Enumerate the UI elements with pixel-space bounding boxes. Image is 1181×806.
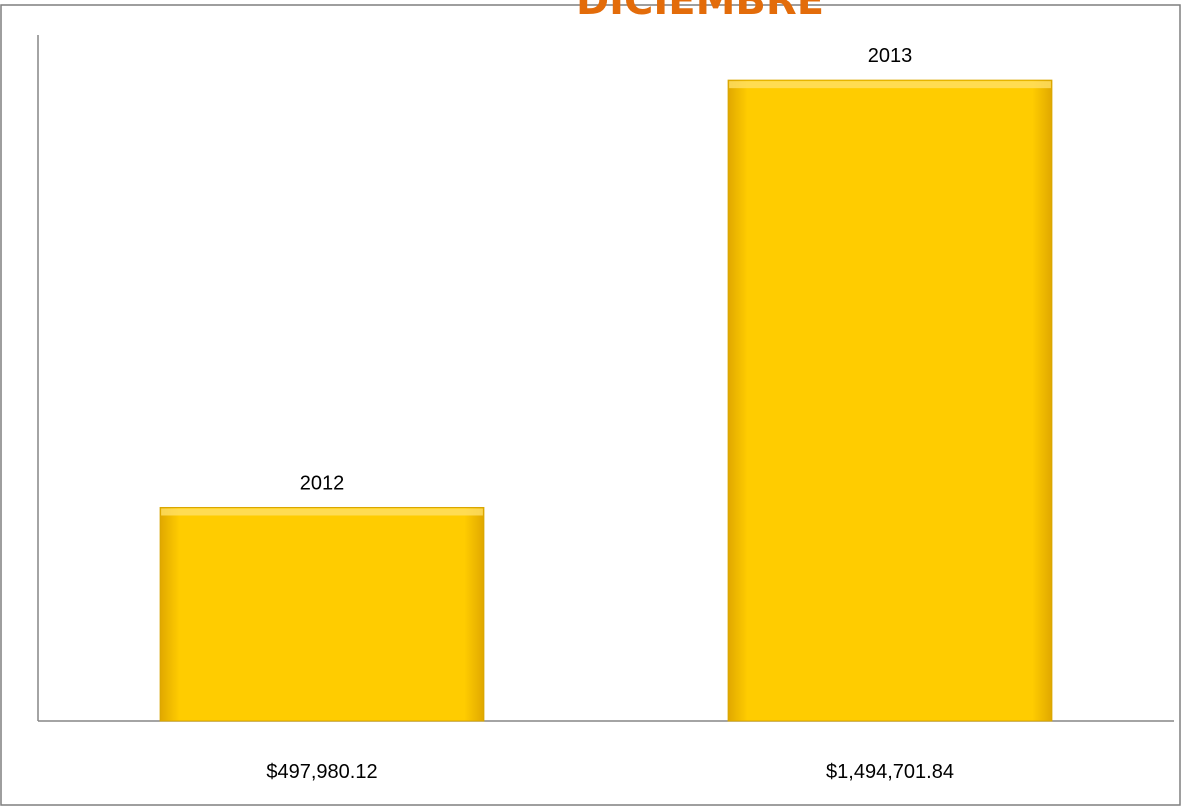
x-tick-label: $497,980.12: [266, 761, 377, 783]
bar-bevel: [729, 81, 1051, 89]
bar-2013: [727, 79, 1053, 722]
x-tick-label: $1,494,701.84: [826, 761, 954, 783]
chart-title: DICIEMBRE: [576, 0, 824, 24]
chart-border: [0, 4, 1181, 806]
bar-data-label: 2013: [868, 45, 913, 67]
bar-data-label: 2012: [300, 472, 345, 494]
bar-bevel: [161, 508, 483, 516]
bars-group: 2012 $497,980.12 2013 $1,494,701.84: [159, 45, 1053, 783]
bar-2012: [159, 506, 485, 722]
